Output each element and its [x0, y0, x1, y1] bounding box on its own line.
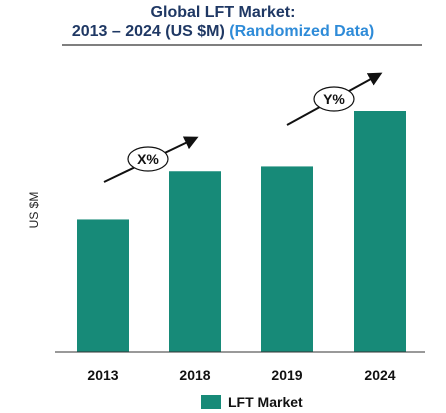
growth-annotations: X% Y% — [103, 72, 383, 183]
growth-label: Y% — [323, 91, 345, 107]
x-tick-2018: 2018 — [179, 367, 210, 383]
bar-2024 — [354, 111, 406, 352]
legend-label: LFT Market — [228, 394, 303, 410]
growth-label: X% — [137, 151, 159, 167]
x-tick-2024: 2024 — [364, 367, 395, 383]
growth-label-bubble — [127, 146, 169, 172]
chart-title: Global LFT Market: — [0, 3, 446, 22]
chart-subtitle: 2013 – 2024 (US $M) (Randomized Data) — [0, 22, 446, 41]
title-divider — [62, 44, 422, 46]
chart-subtitle-main: 2013 – 2024 (US $M) — [71, 23, 225, 40]
y-axis-label: US $M — [27, 192, 41, 229]
growth-label-bubble — [313, 86, 355, 112]
legend: LFT Market — [201, 394, 303, 410]
legend-swatch — [201, 395, 221, 409]
bars-group — [77, 111, 406, 352]
chart-title-line1: Global LFT Market: — [150, 4, 296, 21]
bar-2018 — [169, 171, 221, 352]
bar-2013 — [77, 219, 129, 352]
x-tick-2019: 2019 — [271, 367, 302, 383]
chart-subtitle-note: (Randomized Data) — [229, 23, 375, 40]
x-tick-2013: 2013 — [87, 367, 118, 383]
x-tick-labels: 2013 2018 2019 2024 — [87, 367, 395, 383]
bar-2019 — [261, 166, 313, 352]
